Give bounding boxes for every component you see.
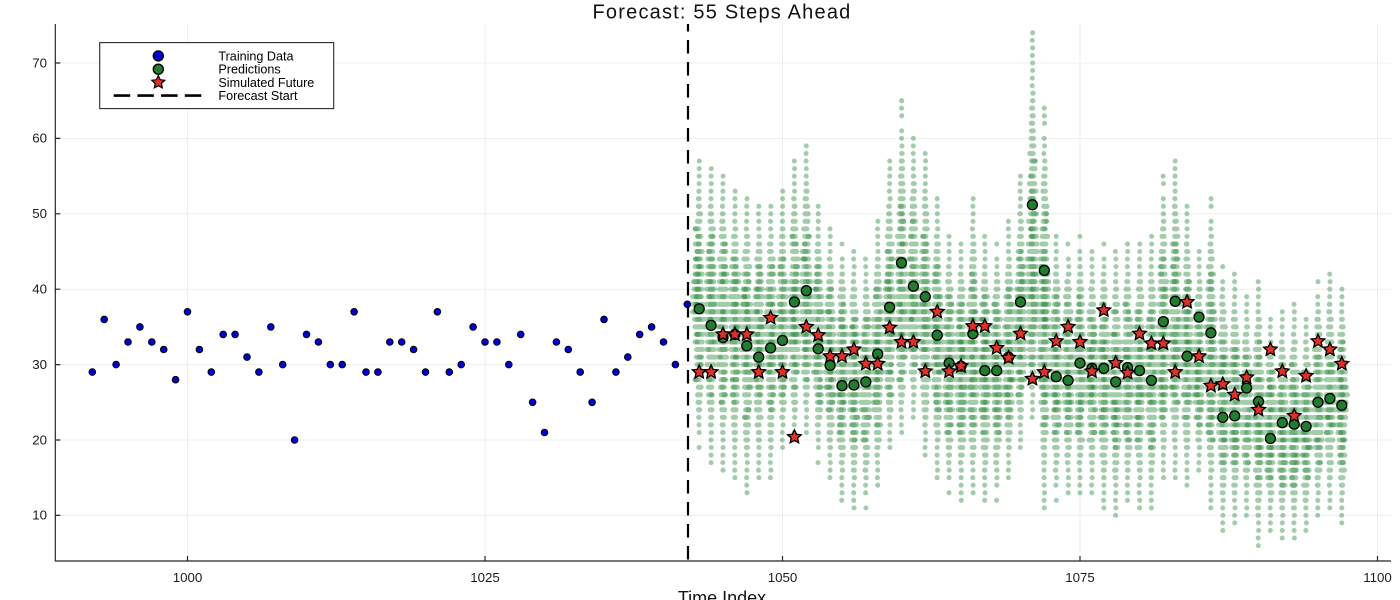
svg-text:1050: 1050	[768, 570, 798, 585]
svg-text:30: 30	[32, 357, 47, 372]
svg-text:20: 20	[32, 432, 47, 447]
svg-text:Training Data: Training Data	[218, 49, 293, 63]
svg-text:Forecast Start: Forecast Start	[218, 89, 298, 103]
svg-text:Simulated Future: Simulated Future	[218, 76, 314, 90]
svg-text:50: 50	[32, 206, 47, 221]
svg-text:10: 10	[32, 508, 47, 523]
svg-text:Forecast: 55 Steps Ahead: Forecast: 55 Steps Ahead	[593, 2, 852, 24]
svg-text:Time Index: Time Index	[678, 588, 766, 600]
svg-text:Predictions: Predictions	[218, 63, 280, 77]
svg-text:1100: 1100	[1363, 570, 1392, 585]
svg-text:1025: 1025	[470, 570, 500, 585]
svg-text:1075: 1075	[1065, 570, 1095, 585]
svg-text:1000: 1000	[173, 570, 203, 585]
svg-text:60: 60	[32, 131, 47, 146]
svg-text:70: 70	[32, 55, 47, 70]
svg-text:40: 40	[32, 282, 47, 297]
